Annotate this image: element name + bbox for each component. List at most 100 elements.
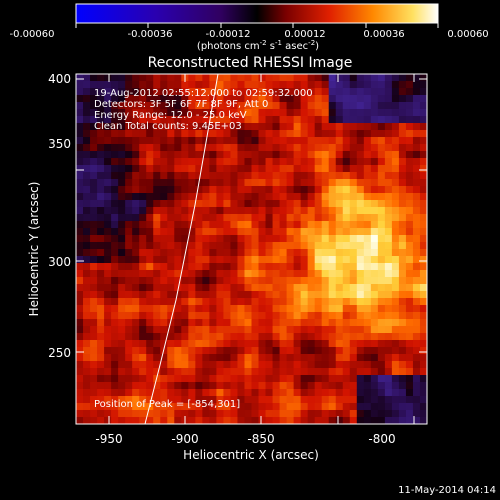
- heatmap-cell: [223, 81, 231, 89]
- heatmap-cell: [230, 228, 238, 236]
- heatmap-cell: [237, 305, 245, 313]
- heatmap-cell: [342, 298, 351, 306]
- heatmap-cell: [335, 403, 344, 411]
- heatmap-cell: [237, 151, 245, 159]
- heatmap-cell: [363, 347, 372, 355]
- heatmap-cell: [300, 200, 309, 208]
- heatmap-cell: [384, 207, 393, 215]
- heatmap-cell: [307, 389, 316, 397]
- heatmap-cell: [153, 396, 161, 404]
- heatmap-cell: [363, 137, 372, 145]
- heatmap-cell: [160, 207, 168, 215]
- heatmap-cell: [160, 151, 168, 159]
- heatmap-cell: [293, 403, 302, 411]
- heatmap-cell: [223, 200, 231, 208]
- heatmap-cell: [300, 137, 309, 145]
- heatmap-cell: [321, 109, 330, 117]
- heatmap-cell: [384, 410, 393, 418]
- heatmap-cell: [202, 417, 210, 424]
- heatmap-cell: [202, 277, 210, 285]
- heatmap-cell: [230, 81, 238, 89]
- heatmap-cell: [335, 277, 344, 285]
- heatmap-cell: [202, 389, 210, 397]
- heatmap-cell: [76, 389, 84, 397]
- heatmap-cell: [342, 214, 351, 222]
- heatmap-cell: [90, 354, 98, 362]
- heatmap-cell: [111, 221, 119, 229]
- heatmap-cell: [377, 81, 386, 89]
- heatmap-cell: [188, 228, 196, 236]
- heatmap-cell: [76, 354, 84, 362]
- heatmap-cell: [300, 249, 309, 257]
- heatmap-cell: [370, 270, 379, 278]
- heatmap-cell: [412, 165, 421, 173]
- heatmap-cell: [139, 207, 147, 215]
- heatmap-cell: [223, 326, 231, 334]
- heatmap-cell: [97, 144, 105, 152]
- heatmap-cell: [83, 403, 91, 411]
- heatmap-cell: [251, 347, 259, 355]
- heatmap-cell: [279, 340, 287, 348]
- heatmap-cell: [153, 158, 161, 166]
- heatmap-cell: [209, 200, 217, 208]
- heatmap-cell: [419, 263, 427, 271]
- heatmap-cell: [307, 214, 316, 222]
- heatmap-cell: [181, 109, 189, 117]
- heatmap-cell: [307, 235, 316, 243]
- heatmap-cell: [83, 375, 91, 383]
- heatmap-cell: [209, 263, 217, 271]
- heatmap-cell: [286, 326, 295, 334]
- heatmap-cell: [328, 130, 337, 138]
- heatmap-cell: [307, 151, 316, 159]
- heatmap-cell: [216, 305, 224, 313]
- heatmap-cell: [174, 249, 182, 257]
- heatmap-cell: [398, 123, 407, 131]
- heatmap-cell: [216, 249, 224, 257]
- heatmap-cell: [293, 417, 302, 424]
- heatmap-cell: [391, 326, 400, 334]
- heatmap-cell: [272, 403, 280, 411]
- heatmap-cell: [125, 158, 133, 166]
- heatmap-cell: [76, 347, 84, 355]
- heatmap-cell: [244, 116, 252, 124]
- heatmap-cell: [279, 214, 287, 222]
- heatmap-cell: [307, 361, 316, 369]
- heatmap-cell: [391, 270, 400, 278]
- heatmap-cell: [160, 74, 168, 82]
- heatmap-cell: [118, 361, 126, 369]
- heatmap-cell: [216, 368, 224, 376]
- heatmap-cell: [188, 389, 196, 397]
- heatmap-cell: [209, 256, 217, 264]
- heatmap-cell: [90, 375, 98, 383]
- heatmap-cell: [125, 207, 133, 215]
- heatmap-cell: [356, 151, 365, 159]
- heatmap-cell: [181, 179, 189, 187]
- heatmap-cell: [90, 389, 98, 397]
- heatmap-cell: [370, 382, 379, 390]
- heatmap-cell: [412, 172, 421, 180]
- heatmap-cell: [174, 158, 182, 166]
- heatmap-cell: [244, 291, 252, 299]
- heatmap-cell: [258, 242, 266, 250]
- heatmap-cell: [153, 298, 161, 306]
- heatmap-cell: [223, 368, 231, 376]
- heatmap-cell: [279, 277, 287, 285]
- heatmap-cell: [237, 298, 245, 306]
- heatmap-cell: [279, 81, 287, 89]
- heatmap-cell: [216, 130, 224, 138]
- heatmap-cell: [384, 88, 393, 96]
- heatmap-cell: [90, 228, 98, 236]
- heatmap-cell: [265, 333, 273, 341]
- heatmap-cell: [132, 340, 140, 348]
- heatmap-cell: [314, 116, 323, 124]
- heatmap-cell: [405, 354, 414, 362]
- colorbar-units-mid: s: [267, 41, 275, 52]
- heatmap-cell: [118, 151, 126, 159]
- heatmap-cell: [272, 354, 280, 362]
- heatmap-cell: [181, 382, 189, 390]
- heatmap-cell: [237, 340, 245, 348]
- heatmap-cell: [111, 242, 119, 250]
- heatmap-cell: [258, 158, 266, 166]
- heatmap-cell: [139, 256, 147, 264]
- heatmap-cell: [216, 417, 224, 424]
